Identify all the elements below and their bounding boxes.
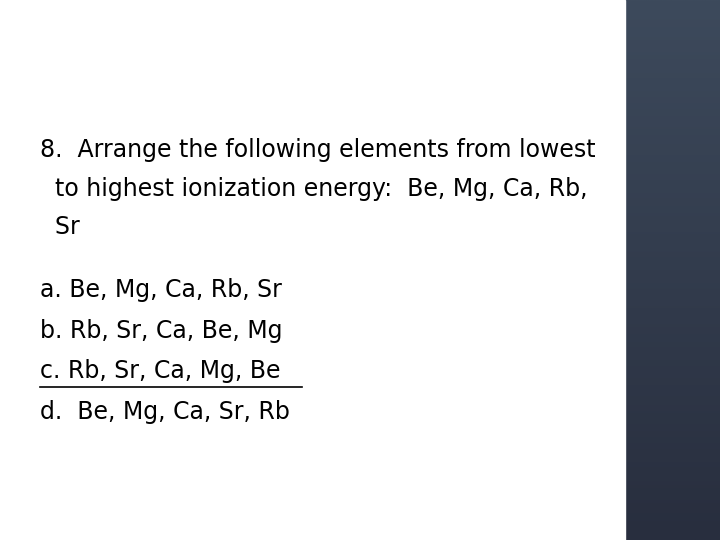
Text: a. Be, Mg, Ca, Rb, Sr: a. Be, Mg, Ca, Rb, Sr xyxy=(40,278,282,302)
Text: to highest ionization energy:  Be, Mg, Ca, Rb,: to highest ionization energy: Be, Mg, Ca… xyxy=(40,177,587,200)
Text: 8.  Arrange the following elements from lowest: 8. Arrange the following elements from l… xyxy=(40,138,595,161)
Text: Sr: Sr xyxy=(40,215,79,239)
Text: b. Rb, Sr, Ca, Be, Mg: b. Rb, Sr, Ca, Be, Mg xyxy=(40,319,282,342)
Bar xyxy=(0,0,625,540)
Text: d.  Be, Mg, Ca, Sr, Rb: d. Be, Mg, Ca, Sr, Rb xyxy=(40,400,289,423)
Text: c. Rb, Sr, Ca, Mg, Be: c. Rb, Sr, Ca, Mg, Be xyxy=(40,359,280,383)
